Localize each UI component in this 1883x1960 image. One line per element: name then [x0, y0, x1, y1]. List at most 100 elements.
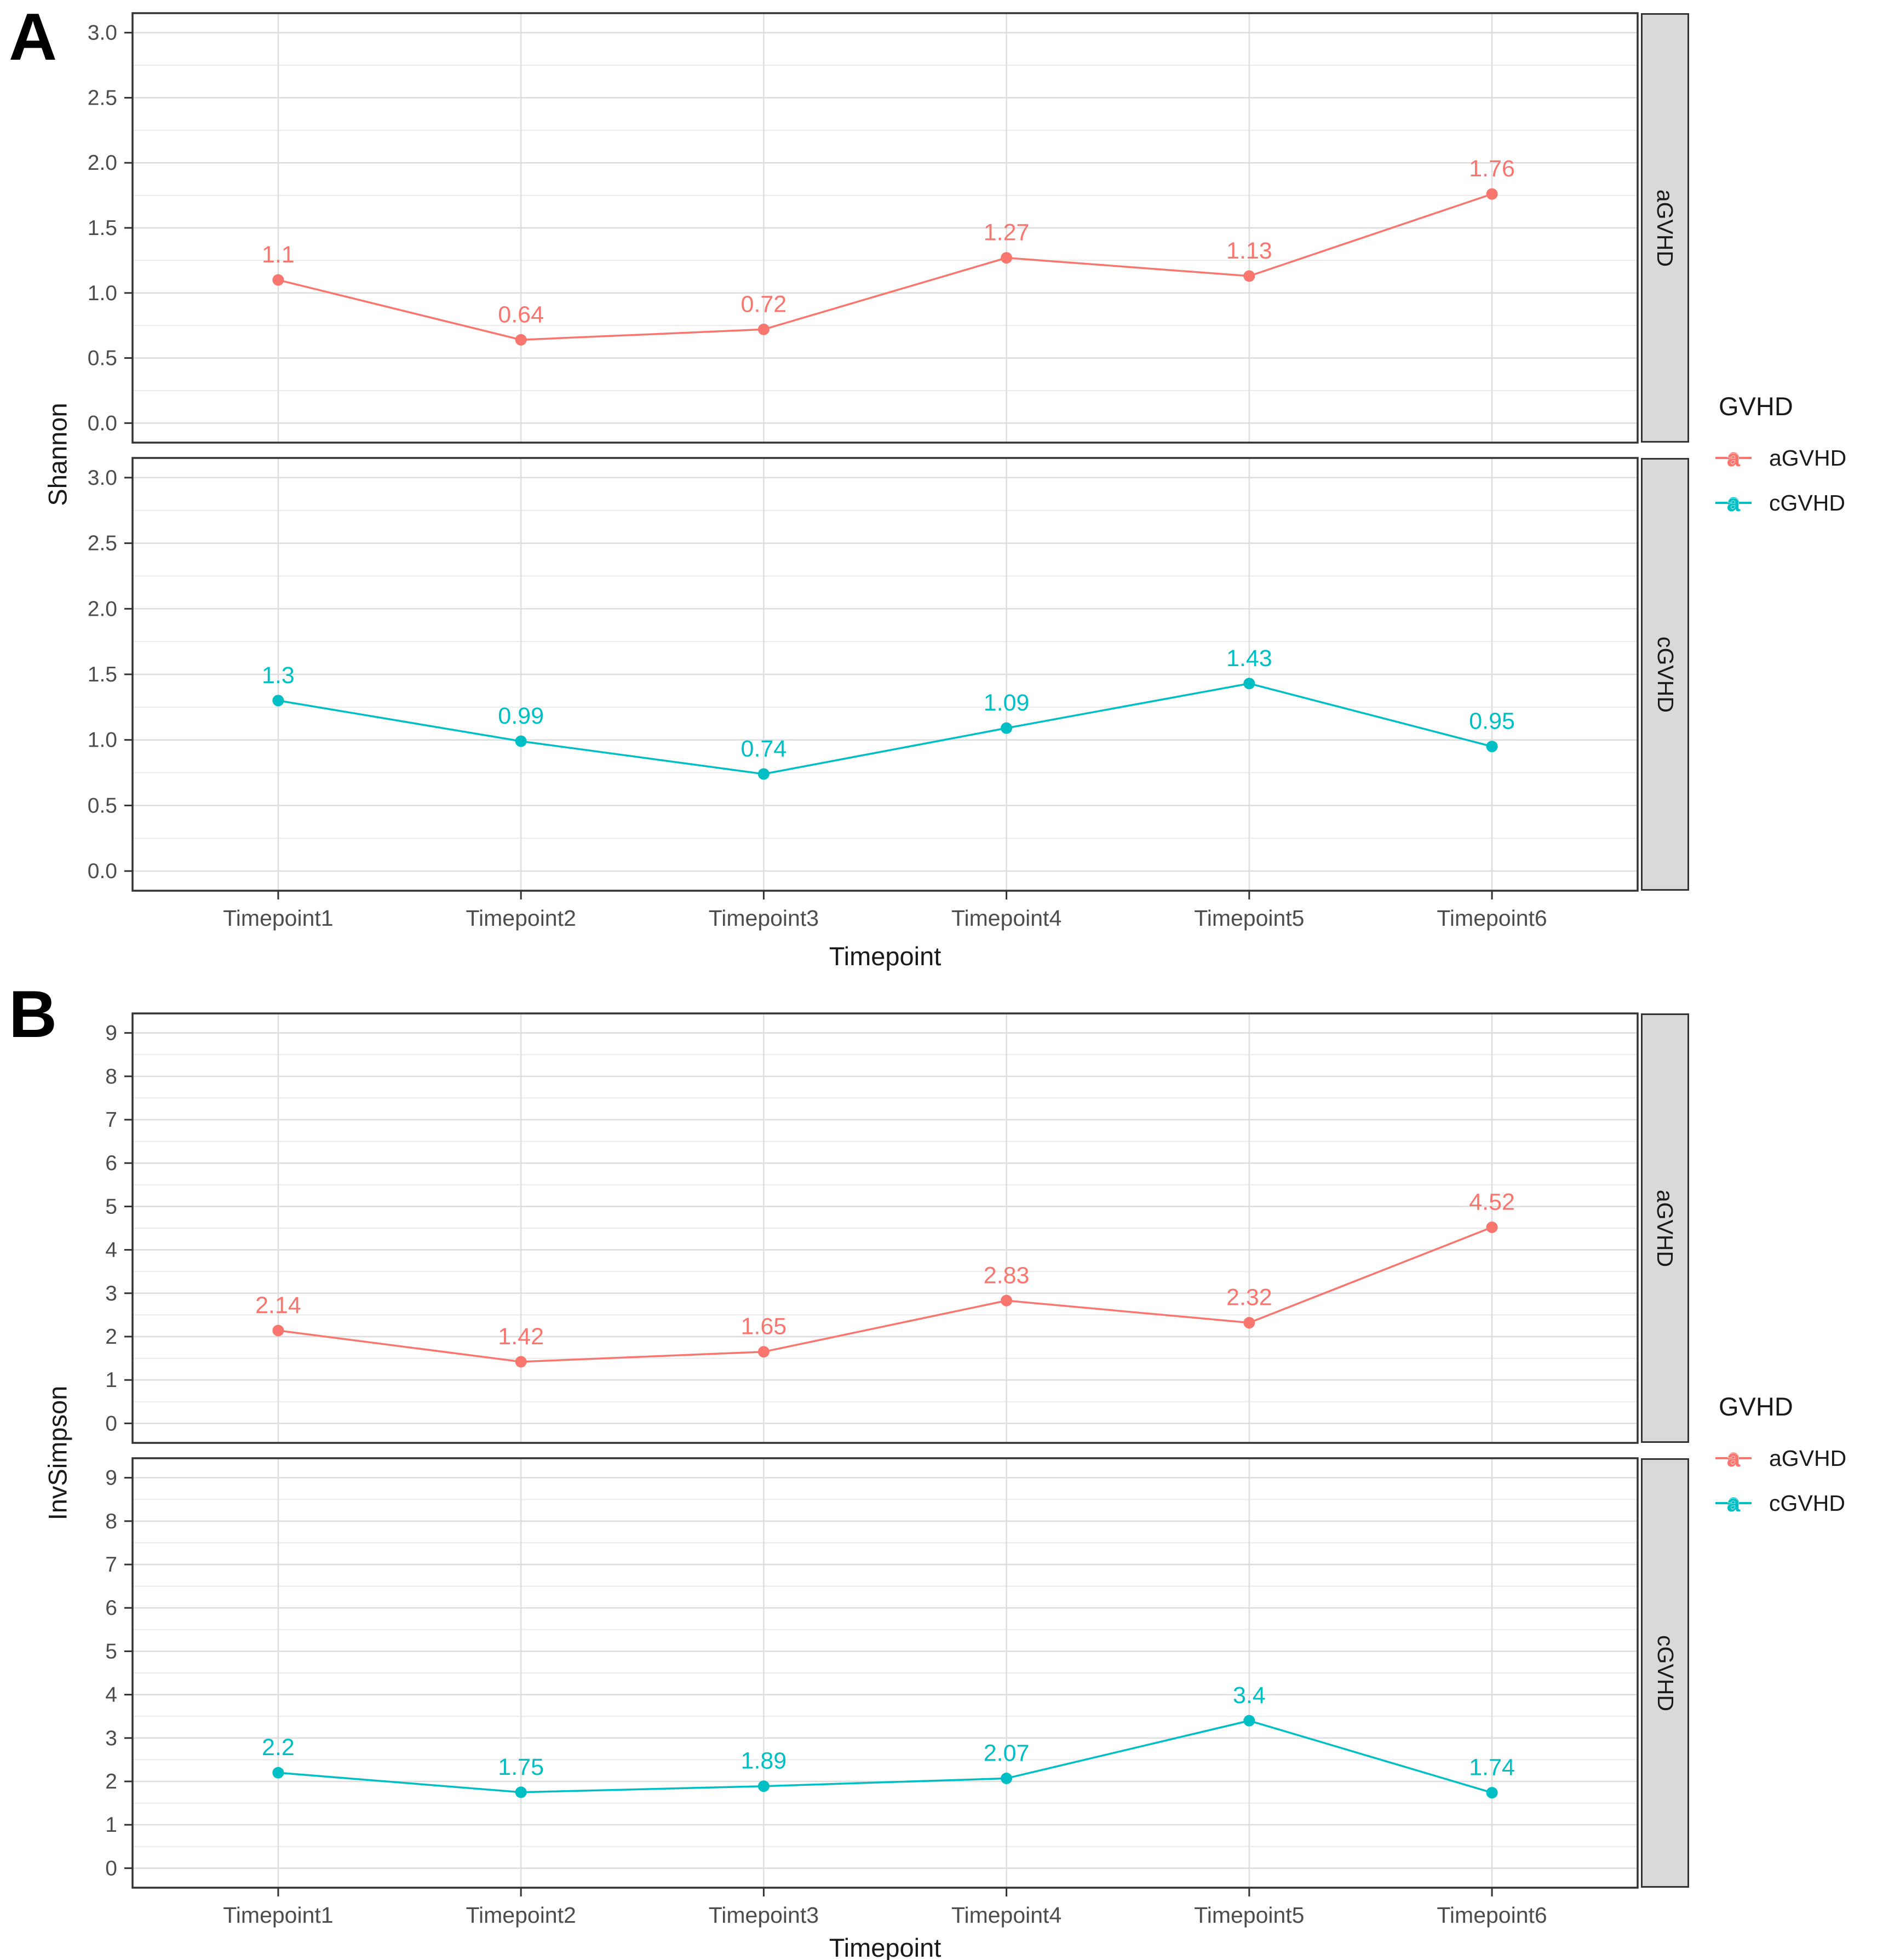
data-point [1486, 188, 1498, 200]
legend-b: GVHD a aGVHD a cGVHD [1715, 1391, 1883, 1526]
legend-key-cgvhd-icon: a [1715, 1489, 1752, 1517]
data-point [1001, 1772, 1013, 1784]
legend-label: aGVHD [1769, 1445, 1847, 1471]
series-line-aGVHD [278, 193, 1492, 341]
y-tick-label: 3.0 [88, 466, 117, 490]
data-point [515, 334, 527, 346]
data-point [515, 1356, 527, 1368]
legend-item-cgvhd: a cGVHD [1715, 1481, 1883, 1526]
facet-strip-b-cgvhd: cGVHD [1641, 1458, 1689, 1888]
value-label: 1.43 [1226, 645, 1272, 672]
x-tick-label: Timepoint3 [709, 906, 819, 931]
legend-item-agvhd: a aGVHD [1715, 435, 1883, 480]
x-axis-title-timepoint-a: Timepoint [829, 942, 942, 971]
y-tick-label: 1.5 [88, 663, 117, 686]
gridlines-major [133, 13, 1638, 443]
y-tick-label: 1.0 [88, 282, 117, 305]
y-tick-label: 4 [105, 1683, 117, 1707]
y-tick-label: 2.5 [88, 86, 117, 110]
series-line-cGVHD [278, 682, 1492, 775]
x-tick-label: Timepoint2 [466, 1902, 576, 1928]
value-label: 1.74 [1469, 1755, 1515, 1781]
value-labels-cGVHD: 1.3 0.99 0.74 1.09 1.43 0.95 [262, 645, 1515, 762]
legend-a: GVHD a aGVHD a cGVHD [1715, 391, 1883, 525]
y-tick-label: 1.0 [88, 729, 117, 752]
data-point [1001, 252, 1013, 264]
y-tick-label: 2 [105, 1770, 117, 1793]
y-tick-label: 5 [105, 1195, 117, 1218]
x-tick-label: Timepoint4 [951, 1902, 1061, 1928]
facet-strip-label: cGVHD [1652, 636, 1678, 713]
y-tick-label: 6 [105, 1151, 117, 1175]
svg-text:a: a [1727, 1445, 1741, 1472]
x-tick-label: Timepoint6 [1437, 906, 1547, 931]
data-point [1243, 1715, 1255, 1727]
value-label: 1.13 [1226, 238, 1272, 264]
data-point [1486, 1787, 1498, 1799]
x-tick-label: Timepoint1 [223, 1902, 333, 1928]
facet-panel-A-cGVHD: 1.3 0.99 0.74 1.09 1.43 0.95 0.0 0.5 1.0 1.5 2.0 2.… [88, 457, 1639, 892]
legend-key-agvhd-icon: a [1715, 444, 1752, 472]
x-tick-label: Timepoint2 [466, 906, 576, 931]
legend-key-agvhd-icon: a [1715, 1445, 1752, 1472]
y-tick-label: 1 [105, 1813, 117, 1837]
facet-strip-label: cGVHD [1652, 1635, 1678, 1711]
y-tick-label: 4 [105, 1239, 117, 1262]
y-axis-ticks: 0.0 0.5 1.0 1.5 2.0 2.5 3.0 [88, 466, 133, 883]
value-label: 1.65 [741, 1314, 787, 1340]
data-point [757, 1780, 770, 1792]
value-label: 1.3 [262, 662, 295, 689]
value-label: 0.74 [741, 736, 787, 762]
data-point [1486, 1221, 1498, 1233]
series-line-cGVHD [278, 1720, 1492, 1794]
value-labels-aGVHD: 1.1 0.64 0.72 1.27 1.13 1.76 [262, 156, 1515, 328]
data-point [272, 1325, 284, 1337]
y-tick-label: 1 [105, 1368, 117, 1392]
value-label: 2.32 [1226, 1285, 1272, 1311]
facet-strip-b-agvhd: aGVHD [1641, 1013, 1689, 1443]
data-point [272, 695, 284, 707]
data-point [515, 1786, 527, 1798]
data-point [272, 274, 284, 286]
y-tick-label: 3 [105, 1727, 117, 1750]
data-point [757, 323, 770, 335]
value-labels-aGVHD: 2.14 1.42 1.65 2.83 2.32 4.52 [255, 1189, 1515, 1349]
value-label: 4.52 [1469, 1189, 1515, 1215]
series-line-aGVHD [278, 1226, 1492, 1363]
y-tick-label: 8 [105, 1065, 117, 1088]
value-label: 0.99 [498, 703, 544, 729]
value-label: 1.09 [984, 690, 1030, 716]
facet-strip-label: aGVHD [1652, 1189, 1678, 1267]
y-tick-label: 3.0 [88, 21, 117, 45]
value-label: 0.72 [741, 291, 787, 317]
x-tick-label: Timepoint4 [951, 906, 1061, 931]
gridlines-major [133, 1013, 1638, 1443]
value-label: 1.76 [1469, 156, 1515, 182]
value-label: 1.89 [741, 1748, 787, 1774]
value-label: 2.2 [262, 1734, 295, 1761]
data-point [1243, 678, 1255, 690]
legend-key-cgvhd-icon: a [1715, 489, 1752, 517]
value-label: 1.1 [262, 242, 295, 268]
x-axis-ticks-B: Timepoint1 Timepoint2 Timepoint3 Timepoint4… [223, 1888, 1547, 1928]
value-label: 2.14 [255, 1292, 301, 1319]
x-axis-ticks-A: Timepoint1 Timepoint2 Timepoint3 Timepoint4… [223, 891, 1547, 931]
y-tick-label: 7 [105, 1553, 117, 1577]
series-points-cGVHD [272, 1715, 1498, 1799]
facet-strip-a-cgvhd: cGVHD [1641, 458, 1689, 891]
legend-title: GVHD [1719, 1392, 1793, 1421]
series-points-aGVHD [272, 1221, 1498, 1368]
y-tick-label: 9 [105, 1022, 117, 1045]
y-axis-ticks: 0 1 2 3 4 5 6 7 8 9 [105, 1022, 133, 1435]
legend-label: cGVHD [1769, 1490, 1845, 1516]
value-label: 2.83 [984, 1262, 1030, 1288]
y-tick-label: 2.0 [88, 597, 117, 621]
x-tick-label: Timepoint1 [223, 906, 333, 931]
data-point [757, 1346, 770, 1358]
y-tick-label: 0 [105, 1856, 117, 1880]
data-point [515, 735, 527, 747]
y-axis-title-invsimpson: InvSimpson [43, 1385, 72, 1521]
y-axis-title-shannon: Shannon [43, 403, 72, 506]
